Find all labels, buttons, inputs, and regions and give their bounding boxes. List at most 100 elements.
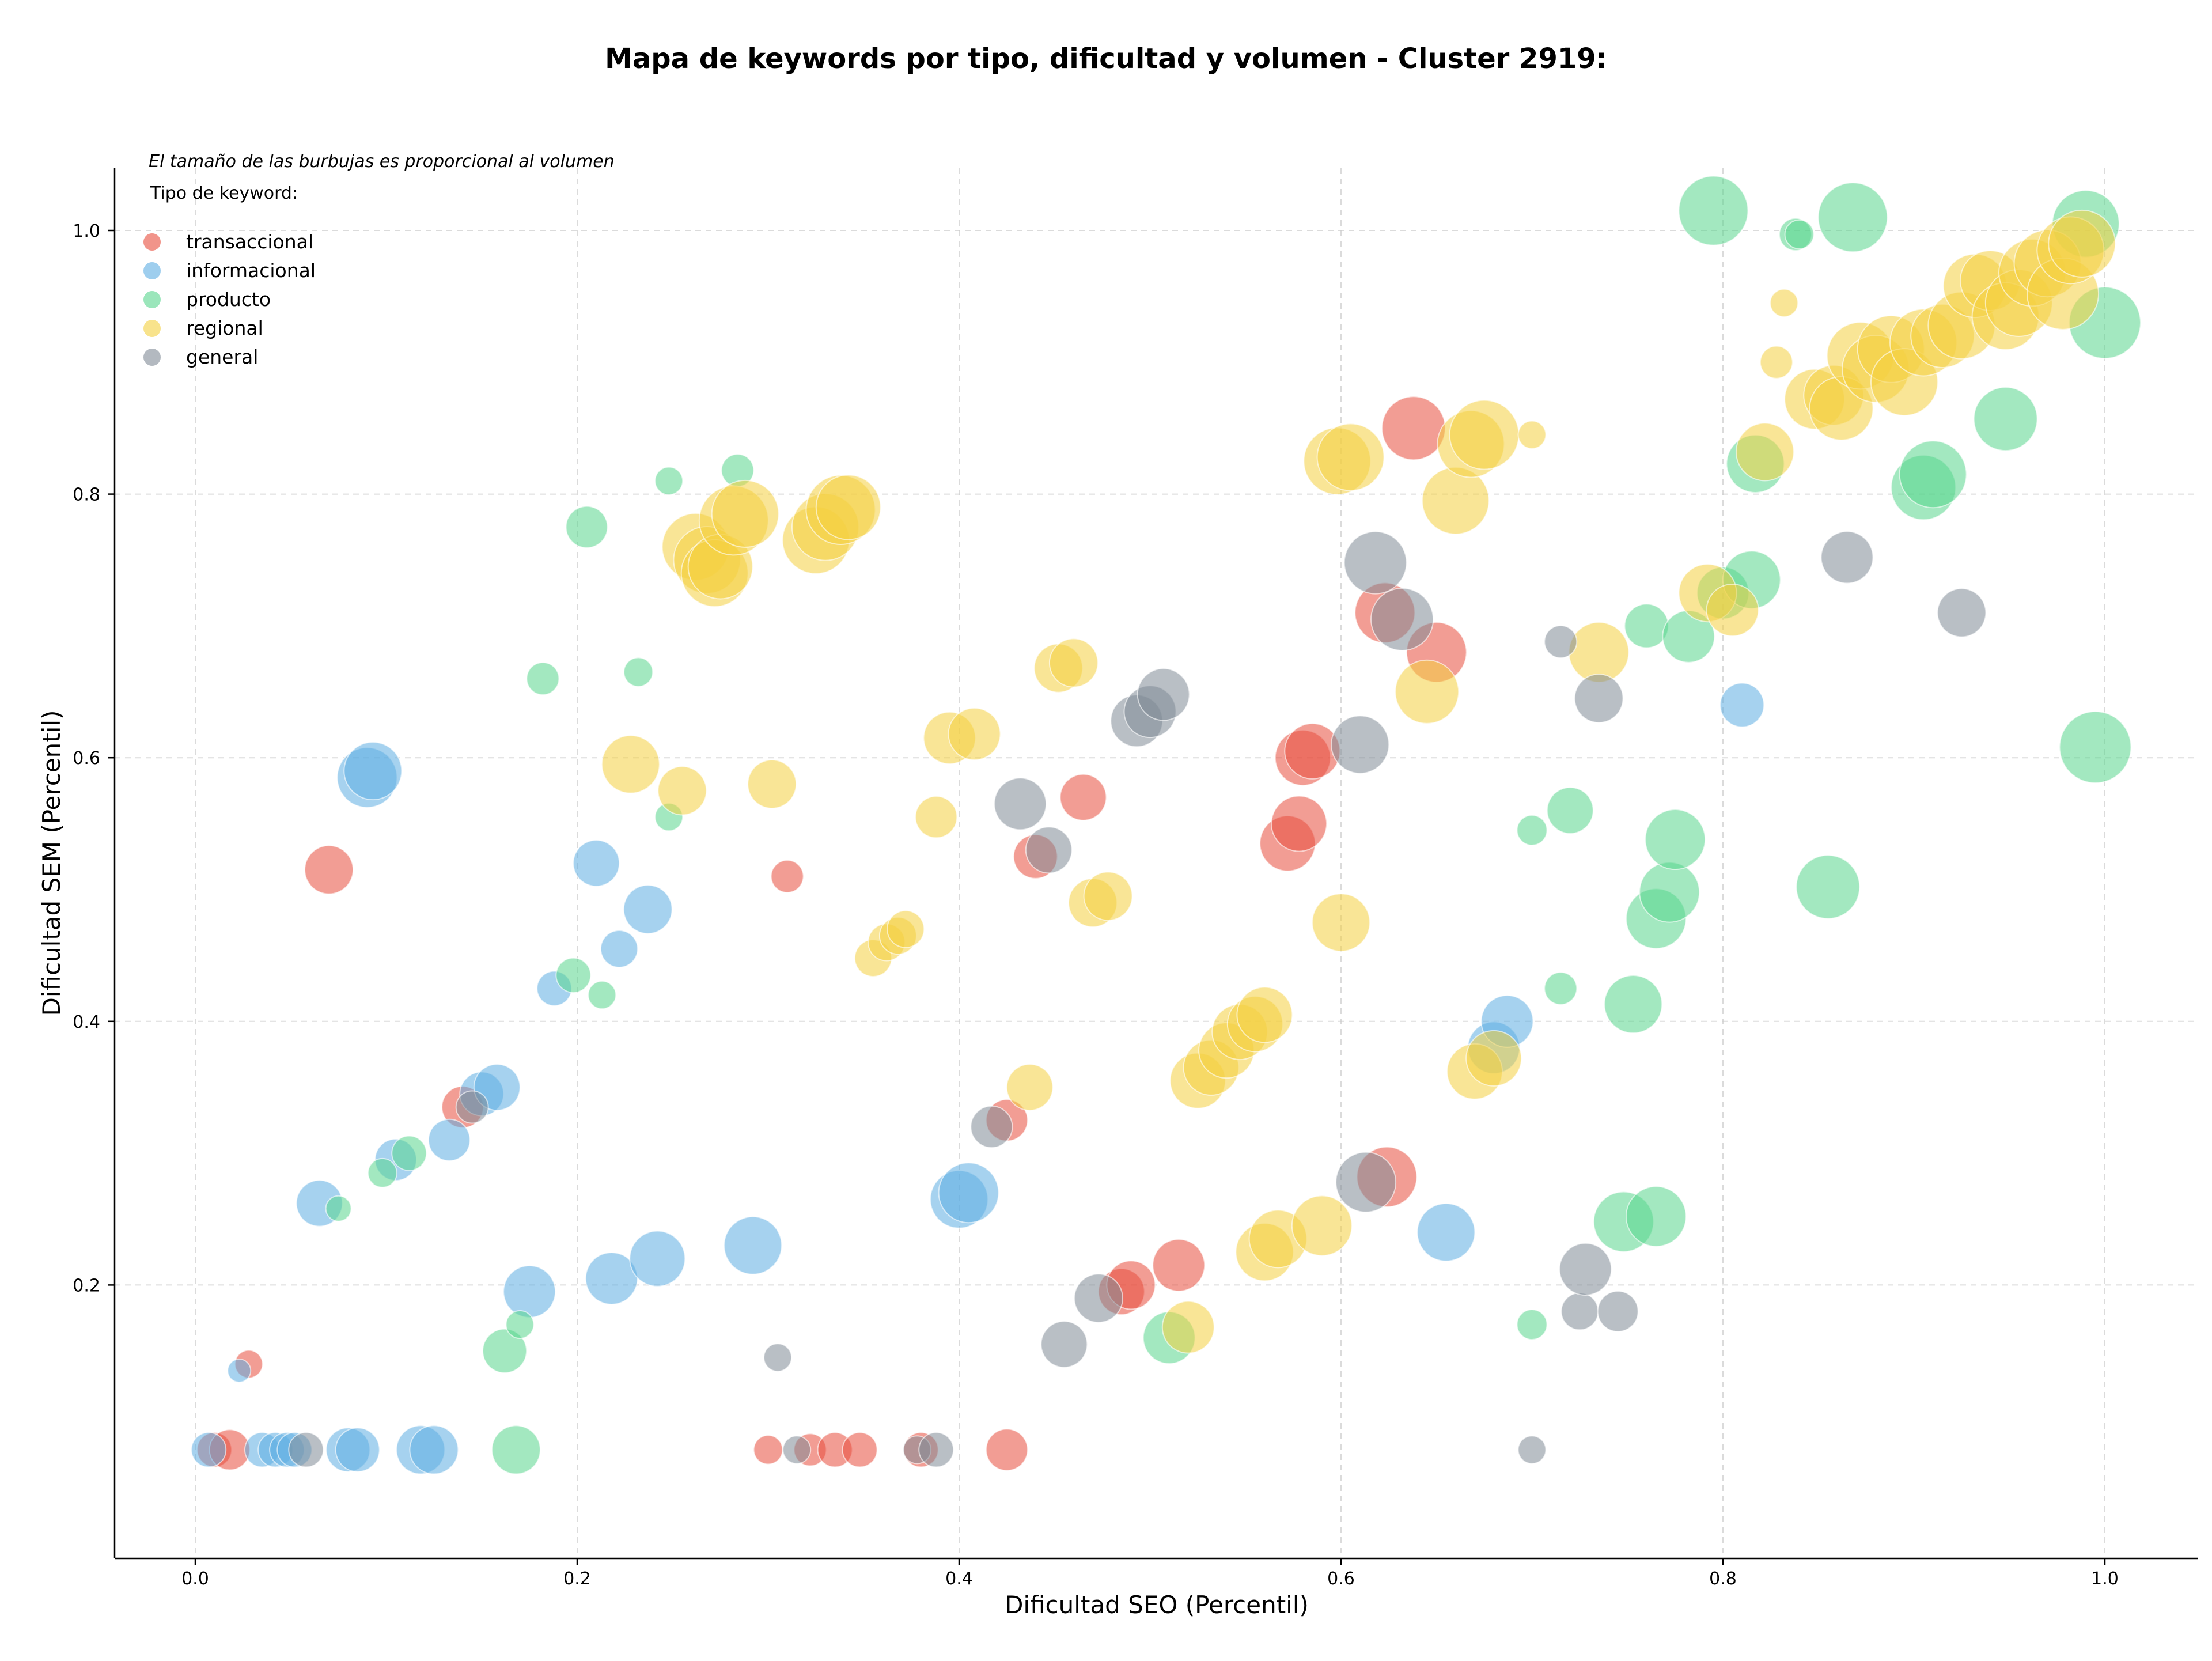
bubble-regional xyxy=(1395,659,1460,724)
x-ticks: 0.0 0.2 0.4 0.6 0.8 1.0 xyxy=(181,1558,2119,1589)
legend-label-producto: producto xyxy=(186,288,271,311)
legend-label-general: general xyxy=(186,346,258,368)
y-tick-label: 0.6 xyxy=(73,748,100,769)
bubble-general xyxy=(1025,826,1073,874)
bubble-general xyxy=(1517,1435,1547,1465)
bubble-transaccional xyxy=(770,860,804,894)
bubble-regional xyxy=(1465,1030,1522,1087)
bubble-general xyxy=(1820,531,1874,584)
bubble-informacional xyxy=(503,1265,556,1318)
legend-title: Tipo de keyword: xyxy=(150,183,298,203)
bubble-producto xyxy=(1817,182,1888,253)
bubble-producto xyxy=(1625,1186,1687,1247)
bubble-general xyxy=(1559,1242,1612,1296)
legend-marker-regional xyxy=(143,320,161,337)
bubble-general xyxy=(455,1090,489,1124)
y-tick-label: 0.4 xyxy=(73,1012,100,1032)
bubble-informacional xyxy=(343,741,403,801)
bubble-producto xyxy=(1604,975,1663,1034)
y-axis-label: Dificultad SEM (Percentil) xyxy=(37,710,66,1016)
bubble-regional xyxy=(747,759,797,809)
bubble-general xyxy=(1937,588,1987,638)
bubble-general xyxy=(1137,668,1190,721)
y-tick-label: 0.8 xyxy=(73,485,100,505)
legend-label-regional: regional xyxy=(186,317,263,339)
bubble-regional xyxy=(1291,1195,1353,1257)
bubble-informacional xyxy=(227,1359,252,1383)
bubble-producto xyxy=(1645,809,1706,871)
bubble-informacional xyxy=(600,929,638,968)
bubble-informacional xyxy=(335,1427,380,1473)
bubble-regional xyxy=(1449,399,1520,470)
bubble-regional xyxy=(1770,288,1799,317)
bubble-regional xyxy=(815,474,881,540)
bubble-transaccional xyxy=(1271,795,1328,852)
bubble-producto xyxy=(555,957,592,993)
bubble-regional xyxy=(1759,345,1793,379)
bubble-general xyxy=(1040,1321,1088,1368)
bubble-producto xyxy=(1516,815,1548,846)
x-tick-label: 1.0 xyxy=(2091,1569,2119,1589)
bubble-producto xyxy=(391,1135,427,1171)
bubble-regional xyxy=(1568,622,1630,683)
bubble-regional xyxy=(1083,871,1133,921)
bubble-producto xyxy=(491,1425,541,1475)
bubble-regional xyxy=(601,735,660,794)
bubble-transaccional xyxy=(1152,1239,1206,1292)
bubble-producto xyxy=(526,661,560,695)
bubble-general xyxy=(1370,587,1434,651)
bubble-producto xyxy=(654,466,684,495)
bubble-transaccional xyxy=(985,1428,1028,1471)
x-tick-label: 0.4 xyxy=(945,1569,973,1589)
bubble-general xyxy=(288,1432,324,1468)
bubble-producto xyxy=(1784,219,1815,249)
bubble-regional xyxy=(1735,422,1794,482)
legend: transaccional informacional producto region… xyxy=(143,230,316,368)
bubble-general xyxy=(970,1105,1013,1148)
bubble-regional xyxy=(1048,638,1099,688)
x-tick-label: 0.8 xyxy=(1709,1569,1737,1589)
legend-marker-general xyxy=(143,349,161,366)
bubble-producto xyxy=(1678,175,1749,246)
bubble-producto xyxy=(565,505,608,548)
bubble-informacional xyxy=(938,1162,999,1224)
bubble-producto xyxy=(482,1328,528,1374)
x-tick-label: 0.2 xyxy=(563,1569,591,1589)
bubble-informacional xyxy=(629,1230,686,1287)
bubble-producto xyxy=(1973,387,2038,452)
bubble-transaccional xyxy=(1381,396,1446,461)
bubble-regional xyxy=(1706,583,1759,637)
legend-marker-transaccional xyxy=(143,233,161,251)
y-tick-label: 0.2 xyxy=(73,1276,100,1296)
bubble-producto xyxy=(325,1195,352,1222)
bubble-producto xyxy=(1796,854,1861,920)
bubble-regional xyxy=(2048,209,2116,278)
bubble-general xyxy=(1560,1292,1599,1331)
bubble-general xyxy=(1597,1291,1639,1333)
bubble-producto xyxy=(623,657,654,687)
bubble-producto xyxy=(1516,1309,1548,1341)
legend-label-transaccional: transaccional xyxy=(186,230,313,253)
bubble-transaccional xyxy=(304,845,354,895)
bubble-regional xyxy=(915,796,958,839)
bubble-general xyxy=(1574,674,1624,724)
legend-marker-producto xyxy=(143,291,161,308)
x-axis-label: Dificultad SEO (Percentil) xyxy=(1005,1591,1309,1619)
y-tick-label: 1.0 xyxy=(73,221,100,241)
bubble-informacional xyxy=(1416,1202,1476,1262)
bubble-regional xyxy=(1312,893,1370,952)
chart-title: Mapa de keywords por tipo, dificultad y … xyxy=(605,43,1607,75)
bubble-informacional xyxy=(191,1432,227,1468)
bubble-regional xyxy=(1236,986,1293,1043)
bubble-regional xyxy=(948,707,1001,761)
bubble-general xyxy=(763,1343,793,1372)
bubble-general xyxy=(1335,1151,1397,1213)
bubble-regional xyxy=(1006,1064,1054,1111)
bubble-producto xyxy=(2059,710,2132,784)
bubble-transaccional xyxy=(842,1432,878,1468)
bubble-general xyxy=(1073,1273,1123,1323)
bubble-regional xyxy=(711,479,779,548)
x-tick-label: 0.6 xyxy=(1327,1569,1355,1589)
bubble-transaccional xyxy=(1059,773,1107,821)
